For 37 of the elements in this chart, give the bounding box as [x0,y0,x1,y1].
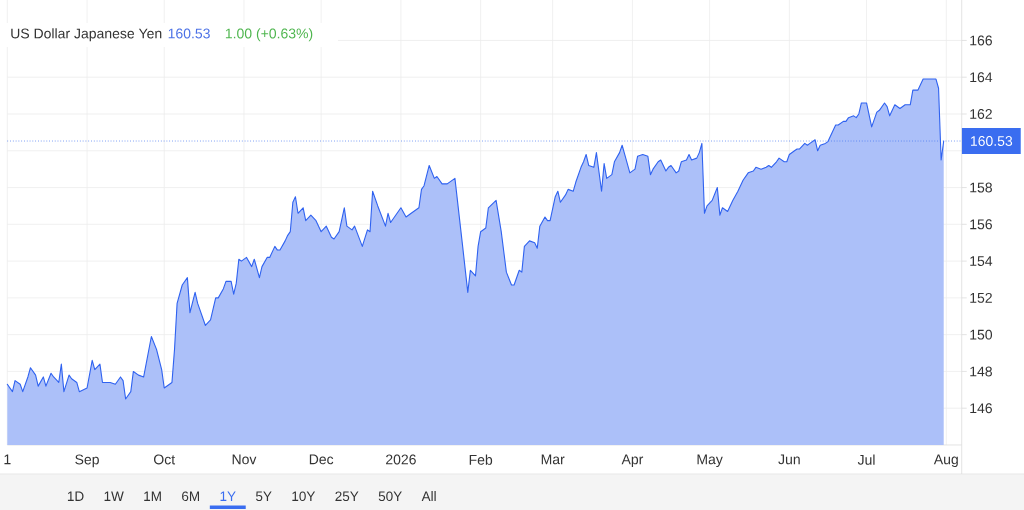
x-tick-label: Dec [309,454,334,465]
y-tick-label: 154 [970,256,993,266]
y-tick-label: 150 [970,329,993,340]
x-tick-label: Aug [933,454,958,468]
text: US Dollar Japanese Yen [11,28,162,42]
text: 1D [67,491,84,501]
annotation: 160.53 [168,28,210,39]
y-tick-label: 152 [970,292,992,303]
text: 1W [104,491,124,501]
text: 10Y [292,491,316,502]
x-tick-label: Nov [232,454,257,465]
ref-line-label: 160.53 [970,136,1013,146]
x-tick-label: Oct [154,454,176,465]
x-tick-label: Jun [778,454,800,465]
x-tick-label: May [697,454,723,468]
y-tick-label: 164 [970,72,993,83]
y-tick-label: 148 [970,366,992,377]
x-tick-label: Jul [857,454,875,465]
x-tick-label: Mar [541,454,565,465]
y-tick-label: 162 [970,109,992,119]
y-tick-label: 146 [970,403,992,414]
text: 1M [144,491,161,501]
text: 1Y [220,491,236,501]
x-tick-label: 2026 [386,454,416,465]
text: 50Y [378,491,402,502]
y-tick-label: 166 [970,35,992,46]
x-tick-label: Sep [75,454,99,468]
text: 6M [182,491,200,502]
x-tick-label: Apr [621,454,644,468]
text: 5Y [255,491,272,502]
y-tick-label: 156 [970,219,992,230]
text: All [421,491,436,501]
y-tick-label: 158 [970,182,992,193]
text: 25Y [335,491,359,502]
x-tick-label: Feb [469,454,493,465]
x-tick-label: 1 [4,454,11,465]
annotation: 1.00 (+0.63%) [225,28,313,42]
